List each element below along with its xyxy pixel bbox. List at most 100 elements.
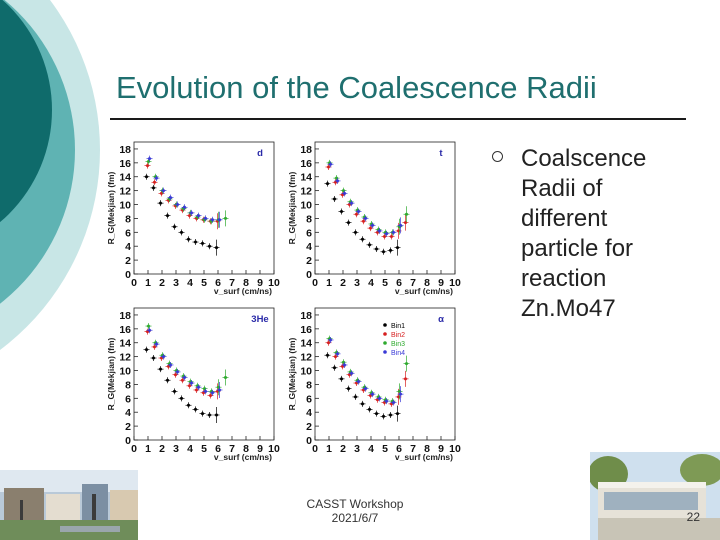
data-point — [329, 162, 332, 166]
campus-photo-left — [0, 470, 138, 540]
data-point — [375, 412, 378, 416]
x-tick-label: 1 — [145, 277, 151, 289]
particle-label: d — [257, 148, 263, 159]
y-tick-label: 10 — [300, 366, 312, 378]
data-point — [378, 229, 381, 233]
data-point — [334, 355, 337, 359]
data-point — [347, 221, 350, 225]
data-point — [361, 237, 364, 241]
particle-label: α — [438, 314, 444, 325]
x-tick-label: 1 — [145, 443, 151, 455]
x-tick-label: 2 — [340, 443, 346, 455]
data-point — [378, 396, 381, 400]
data-point — [354, 395, 357, 399]
data-point — [166, 378, 169, 382]
data-point — [148, 157, 151, 161]
data-point — [357, 209, 360, 213]
data-point — [153, 345, 156, 349]
footer-date: 2021/6/7 — [331, 511, 379, 525]
data-point — [368, 243, 371, 247]
slide-title: Evolution of the Coalescence Radii — [116, 70, 597, 105]
x-tick-label: 8 — [243, 277, 249, 289]
data-point — [215, 246, 218, 250]
x-tick-label: 0 — [131, 443, 137, 455]
title-divider — [110, 118, 686, 120]
y-tick-label: 8 — [306, 213, 312, 225]
panel-3he: 0 2 4 6 8 10 12 14 16 18 0 1 2 3 4 5 6 7 8 9 10 v_surf (cm/ns… — [104, 298, 285, 464]
data-point — [183, 375, 186, 379]
data-point — [204, 389, 207, 393]
y-tick-label: 14 — [300, 338, 312, 350]
x-axis-label: v_surf (cm/ns) — [395, 286, 453, 296]
data-point — [218, 218, 221, 222]
x-tick-label: 7 — [229, 443, 235, 455]
data-point — [382, 250, 385, 254]
data-point — [204, 216, 207, 220]
y-tick-label: 10 — [300, 200, 312, 212]
data-point — [209, 394, 212, 398]
data-point — [333, 366, 336, 370]
legend-marker — [383, 323, 387, 327]
y-tick-label: 8 — [125, 379, 131, 391]
y-tick-label: 0 — [125, 269, 131, 281]
data-point — [350, 371, 353, 375]
data-point — [389, 413, 392, 417]
data-point — [354, 230, 357, 234]
data-point — [336, 179, 339, 183]
legend-marker — [383, 350, 387, 354]
data-point — [169, 196, 172, 200]
data-point — [396, 412, 399, 416]
x-tick-label: 6 — [215, 277, 221, 289]
data-point — [371, 392, 374, 396]
x-tick-label: 0 — [312, 277, 318, 289]
data-point — [350, 201, 353, 205]
y-tick-label: 6 — [306, 393, 312, 405]
data-point — [355, 212, 358, 216]
data-point — [211, 218, 214, 222]
x-tick-label: 4 — [368, 443, 374, 455]
y-tick-label: 10 — [119, 366, 131, 378]
data-point — [201, 241, 204, 245]
data-point — [389, 248, 392, 252]
data-point — [368, 407, 371, 411]
data-point — [340, 377, 343, 381]
data-point — [340, 209, 343, 213]
data-point — [190, 211, 193, 215]
x-tick-label: 6 — [215, 443, 221, 455]
data-point — [162, 355, 165, 359]
data-point — [369, 226, 372, 230]
data-point — [173, 389, 176, 393]
data-point — [166, 214, 169, 218]
data-point — [215, 413, 218, 417]
x-tick-label: 0 — [312, 443, 318, 455]
x-tick-label: 5 — [201, 443, 207, 455]
y-tick-label: 14 — [119, 172, 131, 184]
data-point — [343, 363, 346, 367]
data-point — [190, 381, 193, 385]
data-point — [153, 180, 156, 184]
plot-frame — [133, 307, 275, 441]
y-tick-label: 16 — [119, 158, 131, 170]
data-point — [392, 400, 395, 404]
data-point — [148, 328, 151, 332]
data-point — [194, 407, 197, 411]
y-tick-label: 14 — [119, 338, 131, 350]
data-point — [197, 385, 200, 389]
x-tick-label: 4 — [187, 443, 193, 455]
x-tick-label: 5 — [382, 277, 388, 289]
legend-label: Bin4 — [391, 350, 405, 357]
data-point — [333, 197, 336, 201]
data-point — [174, 373, 177, 377]
data-point — [152, 356, 155, 360]
x-tick-label: 10 — [449, 443, 461, 455]
data-point — [364, 387, 367, 391]
data-point — [326, 182, 329, 186]
x-axis-label: v_surf (cm/ns) — [395, 452, 453, 462]
data-point — [405, 362, 408, 366]
y-tick-label: 14 — [300, 172, 312, 184]
x-axis-label: v_surf (cm/ns) — [214, 286, 272, 296]
x-tick-label: 3 — [173, 443, 179, 455]
